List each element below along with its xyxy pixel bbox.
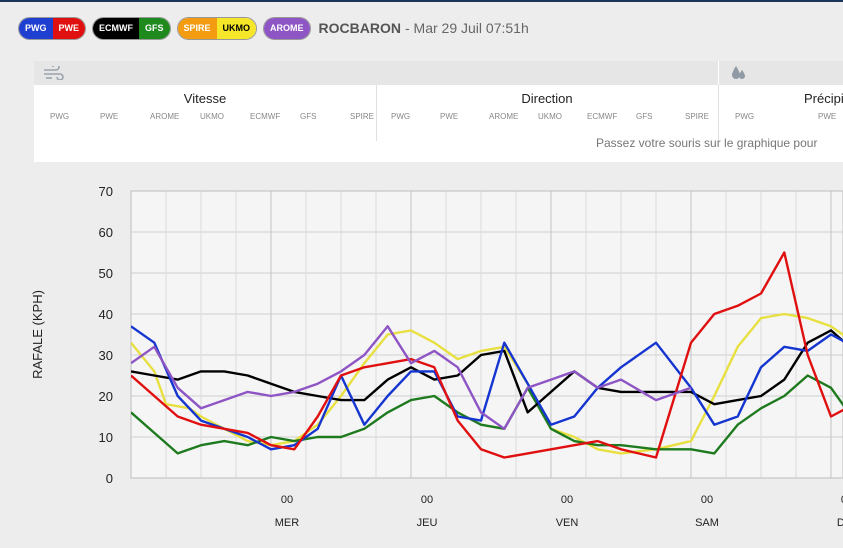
series-line-gfs[interactable] xyxy=(131,326,843,455)
model-badge-gfs[interactable]: GFS xyxy=(139,17,170,39)
panel-model-label[interactable]: PWE xyxy=(100,112,119,121)
x-tick-day: JEU xyxy=(417,517,438,529)
panel-model-label[interactable]: GFS xyxy=(636,112,653,121)
panel-model-label[interactable]: ECMWF xyxy=(250,112,281,121)
x-tick-day: MER xyxy=(275,517,300,529)
series-line-pwg[interactable] xyxy=(131,269,843,470)
y-tick-label: 10 xyxy=(99,430,113,445)
panel-model-label[interactable]: AROME xyxy=(150,112,180,121)
wind-icon xyxy=(44,66,64,80)
panel-model-label[interactable]: AROME xyxy=(489,112,519,121)
forecast-date: - Mar 29 Juil 07:51h xyxy=(405,20,529,36)
panel-group-title: Précipi xyxy=(804,91,843,106)
panel-model-label[interactable]: UKMO xyxy=(200,112,224,121)
panel-model-label[interactable]: ECMWF xyxy=(587,112,618,121)
model-badge[interactable]: ECMWF GFS xyxy=(92,16,171,40)
model-badge[interactable]: PWG PWE xyxy=(18,16,87,40)
panel-model-label[interactable]: PWE xyxy=(818,112,837,121)
x-tick-hour: 00 xyxy=(701,494,713,506)
model-badge[interactable]: AROME xyxy=(263,16,311,40)
model-badge-pwe[interactable]: PWE xyxy=(52,17,86,39)
x-tick-day: DIM xyxy=(837,517,843,529)
y-tick-label: 0 xyxy=(106,471,113,486)
plot-border xyxy=(130,190,843,479)
model-badge-ecmwf[interactable]: ECMWF xyxy=(93,17,140,39)
y-tick-label: 40 xyxy=(99,307,113,322)
panel-icon-bar xyxy=(34,61,843,85)
panel-top-divider xyxy=(718,61,719,85)
y-axis-label: RAFALE (KPH) xyxy=(30,290,45,379)
x-tick-hour: 00 xyxy=(421,494,433,506)
y-tick-label: 20 xyxy=(99,389,113,404)
model-badge-ukmo[interactable]: UKMO xyxy=(216,17,257,39)
panel-model-label[interactable]: PWG xyxy=(391,112,411,121)
model-legend-header: PWG PWE ECMWF GFS SPIRE UKMO AROME ROCBARON - Ma… xyxy=(18,16,529,40)
x-tick-day: SAM xyxy=(695,517,719,529)
panel-model-label[interactable]: PWE xyxy=(440,112,459,121)
series-line-arome[interactable] xyxy=(131,325,692,430)
panel-group-divider xyxy=(376,85,377,141)
panel-model-label[interactable]: GFS xyxy=(300,112,317,121)
model-badge-spire[interactable]: SPIRE xyxy=(177,17,217,39)
rain-drops-icon xyxy=(732,66,745,79)
x-tick-hour: 00 xyxy=(281,494,293,506)
model-badge-pwg[interactable]: PWG xyxy=(19,17,53,39)
y-tick-label: 30 xyxy=(99,348,113,363)
hover-hint: Passez votre souris sur le graphique pou… xyxy=(596,136,818,150)
top-border xyxy=(0,0,843,2)
y-tick-label: 60 xyxy=(99,225,113,240)
panel-model-label[interactable]: SPIRE xyxy=(350,112,375,121)
location-title: ROCBARON xyxy=(318,20,401,36)
x-tick-day: VEN xyxy=(556,517,579,529)
panel-model-label[interactable]: PWG xyxy=(50,112,70,121)
panel-group-title: Vitesse xyxy=(183,91,227,106)
series-line-ecmwf[interactable] xyxy=(131,248,843,433)
panel-group-title: Direction xyxy=(521,91,573,106)
plot-area xyxy=(131,191,843,478)
y-tick-label: 70 xyxy=(99,184,113,199)
panel-model-label[interactable]: SPIRE xyxy=(685,112,710,121)
series-line-pwe[interactable] xyxy=(131,232,843,466)
x-tick-hour: 00 xyxy=(561,494,573,506)
x-tick-hour: 00 xyxy=(841,494,843,506)
y-tick-label: 50 xyxy=(99,266,113,281)
panel-group-divider xyxy=(718,85,719,141)
panel-model-label[interactable]: UKMO xyxy=(538,112,562,121)
series-line-ukmo[interactable] xyxy=(131,212,843,455)
panel-model-label[interactable]: PWG xyxy=(735,112,755,121)
info-panel: Vitesse PWG PWE AROME UKMO ECMWF GFS SPIRE Direc… xyxy=(34,61,843,162)
model-badge-arome[interactable]: AROME xyxy=(264,17,310,39)
model-badge[interactable]: SPIRE UKMO xyxy=(176,16,258,40)
